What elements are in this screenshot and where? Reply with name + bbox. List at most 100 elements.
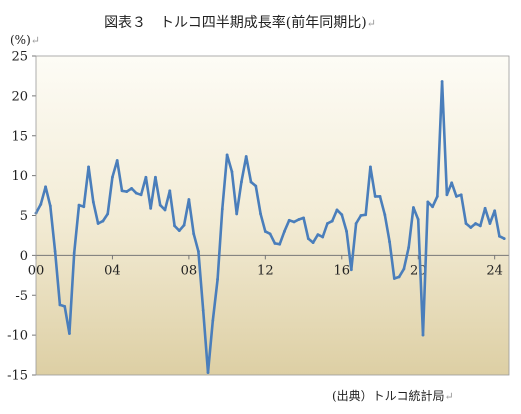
y-tick-label: 25 [11, 50, 28, 65]
data-point [392, 277, 396, 280]
data-point [158, 203, 162, 207]
data-point [407, 246, 411, 249]
data-point [197, 249, 200, 253]
data-point [235, 212, 239, 216]
data-point [440, 80, 444, 83]
data-point [44, 185, 47, 189]
data-point [173, 224, 176, 228]
data-point [154, 175, 157, 179]
data-point [163, 208, 167, 212]
data-point [177, 229, 181, 233]
data-point [354, 222, 358, 225]
y-tick-label: 20 [11, 89, 28, 104]
x-tick-label: 08 [181, 263, 198, 278]
data-point [340, 213, 344, 217]
data-point [273, 242, 277, 245]
data-point [240, 180, 243, 184]
y-tick-label: 5 [20, 209, 28, 224]
data-point [335, 208, 339, 212]
data-point [220, 207, 224, 211]
data-point [287, 218, 291, 222]
data-point [101, 219, 105, 223]
data-point [493, 209, 497, 213]
x-tick-label: 24 [486, 263, 503, 278]
data-point [455, 194, 458, 198]
data-point [416, 218, 420, 221]
data-point [397, 275, 401, 279]
data-point [244, 155, 248, 158]
data-point [106, 212, 110, 216]
data-point [259, 212, 262, 216]
data-point [426, 200, 430, 204]
data-point [82, 205, 86, 209]
source-note: (出典）トルコ統計局↵ [332, 388, 454, 403]
x-tick-label: 16 [334, 263, 351, 278]
data-point [187, 198, 191, 201]
data-point [311, 241, 315, 245]
data-point [431, 205, 434, 209]
data-point [283, 230, 286, 233]
data-point [445, 193, 449, 197]
data-point [326, 222, 329, 225]
y-tick-label: -15 [7, 369, 28, 384]
data-point [450, 181, 454, 185]
data-point [68, 332, 71, 335]
data-point [39, 202, 43, 206]
data-point [483, 206, 487, 210]
data-point [58, 303, 62, 307]
data-point [168, 189, 172, 193]
y-tick-label: -10 [7, 329, 28, 344]
data-point [302, 216, 305, 220]
data-point [230, 170, 234, 174]
y-tick-label: -5 [15, 289, 28, 304]
data-point [249, 180, 253, 184]
title-return-mark: ↵ [367, 17, 376, 30]
data-point [364, 213, 368, 217]
data-point [115, 159, 119, 162]
x-tick-label: 20 [410, 263, 427, 278]
y-tick-label: 15 [11, 129, 28, 144]
data-point [388, 240, 391, 244]
data-point [216, 277, 219, 281]
series-layer [34, 80, 506, 375]
data-point [349, 268, 353, 272]
data-point [292, 220, 296, 224]
data-point [359, 214, 363, 217]
y-tick-label: 10 [11, 169, 28, 184]
data-point [96, 222, 100, 225]
data-point [421, 333, 425, 337]
data-point [498, 234, 501, 238]
data-point [474, 222, 477, 225]
plot-frame [35, 55, 510, 376]
data-point [278, 242, 282, 246]
data-point [125, 190, 129, 193]
data-point [149, 206, 153, 210]
data-point [53, 249, 57, 253]
data-point [464, 222, 468, 225]
chart-title: 図表３ トルコ四半期成長率(前年同期比)↵ [104, 14, 376, 31]
data-point [72, 251, 76, 255]
data-point [469, 226, 473, 229]
plot-area [36, 56, 509, 375]
data-point [211, 319, 215, 323]
data-point [201, 309, 205, 312]
data-point [502, 237, 506, 241]
data-point [63, 305, 67, 308]
data-point [345, 230, 348, 233]
data-point [111, 175, 114, 179]
data-point [192, 232, 196, 236]
data-point [48, 204, 52, 208]
data-point [383, 213, 387, 217]
data-point [139, 193, 143, 197]
data-point [263, 230, 267, 233]
y-tick-label: 0 [20, 249, 28, 264]
data-point [369, 165, 372, 169]
y-axis-ticks: 25 20 15 10 5 0 -5 -10 -15 [7, 50, 36, 384]
data-point [488, 222, 492, 225]
data-point [134, 191, 138, 195]
data-point [254, 184, 258, 188]
data-point [120, 189, 124, 193]
x-axis-ticks: 00 04 08 12 16 20 24 [28, 255, 503, 278]
data-point [91, 200, 95, 204]
